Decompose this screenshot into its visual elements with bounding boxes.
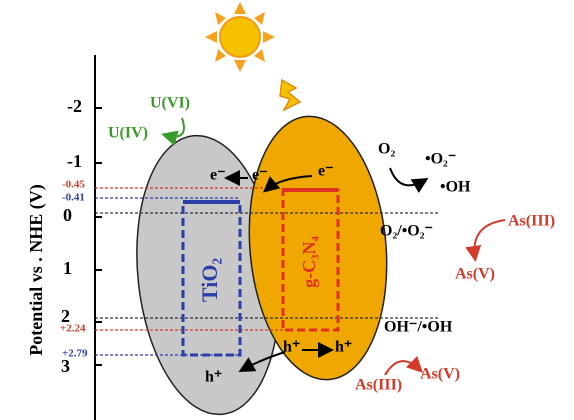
band-diagram: -2 -1 0 1 2 3 Potential vs . NHE (V) -0.… [0, 0, 574, 420]
level-label: +2.24 [60, 323, 86, 335]
axis-ticks [95, 108, 102, 365]
species: O₂/•O₂⁻ [380, 223, 433, 240]
semiconductor-label: g-C₃N₄ [299, 236, 319, 288]
charge: h⁺ [335, 339, 352, 356]
species: As(V) [455, 266, 495, 283]
species: As(V) [420, 366, 460, 383]
level-label: -0.45 [62, 179, 85, 191]
species: As(III) [355, 377, 402, 394]
species: •OH [440, 179, 471, 196]
species: O₂ [378, 141, 395, 158]
lightning [280, 80, 300, 110]
tick-label: 1 [63, 258, 72, 278]
semiconductor-label: TiO₂ [197, 258, 222, 303]
species: As(III) [508, 213, 555, 230]
charge: e⁻ [210, 167, 226, 184]
species: U(VI) [150, 95, 190, 112]
tick-label: -2 [67, 96, 82, 116]
charge: h⁺ [205, 369, 222, 386]
species: •O₂⁻ [425, 151, 456, 168]
charge: e⁻ [252, 167, 268, 184]
level-label: +2.79 [62, 348, 88, 360]
tick-label: 0 [63, 205, 72, 225]
axis-label: Potential vs . NHE (V) [26, 184, 47, 355]
charge: h⁺ [283, 339, 300, 356]
tick-label: -1 [67, 151, 82, 171]
charge: e⁻ [318, 163, 334, 180]
species: OH⁻/•OH [384, 319, 453, 336]
level-label: -0.41 [62, 192, 85, 204]
sun [205, 2, 275, 72]
species: U(IV) [108, 125, 148, 142]
